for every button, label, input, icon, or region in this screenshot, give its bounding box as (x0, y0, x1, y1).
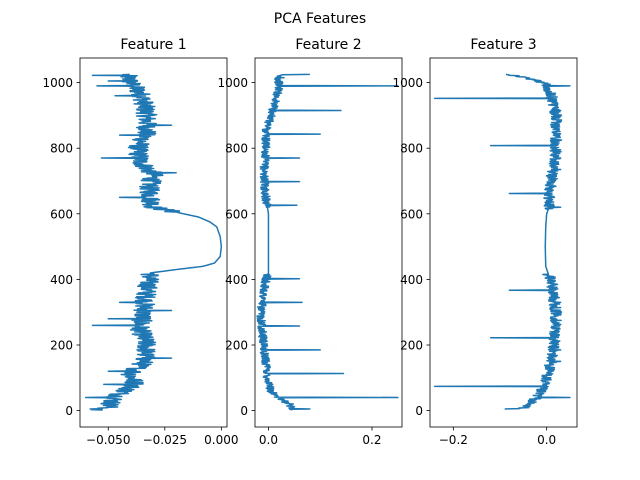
y-tick-label: 1000 (392, 76, 423, 90)
x-tick-label: 0.0 (259, 433, 278, 447)
y-tick-label: 600 (50, 207, 73, 221)
y-tick-label: 400 (50, 273, 73, 287)
y-tick-label: 200 (225, 339, 248, 353)
y-tick-label: 0 (240, 404, 248, 418)
y-tick-label: 200 (50, 339, 73, 353)
axes-frame (79, 57, 228, 428)
y-tick-label: 800 (225, 142, 248, 156)
y-tick-label: 0 (65, 404, 73, 418)
panel-feature-2: Feature 2 0.0 0.2 0 200 400 600 800 1000 (217, 37, 403, 447)
panel-feature-1: Feature 1 −0.050 −0.025 0.000 0 200 400 600 800 1… (42, 37, 238, 447)
series-line-feature-3 (433, 73, 571, 410)
subplots: Feature 1−0.050 −0.025 0.00002004006008001… (42, 37, 578, 447)
y-tick-label: 600 (225, 207, 248, 221)
y-tick-label: 0 (415, 404, 423, 418)
panel-title: Feature 2 (295, 37, 361, 53)
x-tick-label: 0.0 (537, 433, 556, 447)
x-tick-label: −0.050 (86, 433, 130, 447)
series-line-feature-1 (84, 73, 223, 411)
panel-title: Feature 3 (470, 37, 536, 53)
x-tick-label: −0.025 (143, 433, 187, 447)
x-tick-label: 0.2 (362, 433, 381, 447)
x-tick-label: −0.2 (439, 433, 468, 447)
y-tick-label: 600 (400, 207, 423, 221)
y-tick-label: 1000 (42, 76, 73, 90)
panel-title: Feature 1 (120, 37, 186, 53)
y-tick-label: 1000 (217, 76, 248, 90)
panel-feature-3: Feature 3 −0.2 0.0 0 200 400 600 800 1000 (392, 37, 578, 447)
series-line-feature-2 (256, 73, 399, 411)
y-tick-label: 800 (50, 142, 73, 156)
y-tick-label: 200 (400, 339, 423, 353)
chart-title: PCA Features (274, 11, 366, 27)
y-tick-label: 400 (225, 273, 248, 287)
x-tick-label: 0.000 (204, 433, 238, 447)
axes-frame (429, 57, 578, 428)
y-tick-label: 800 (400, 142, 423, 156)
y-tick-label: 400 (400, 273, 423, 287)
axes-frame (254, 57, 403, 428)
